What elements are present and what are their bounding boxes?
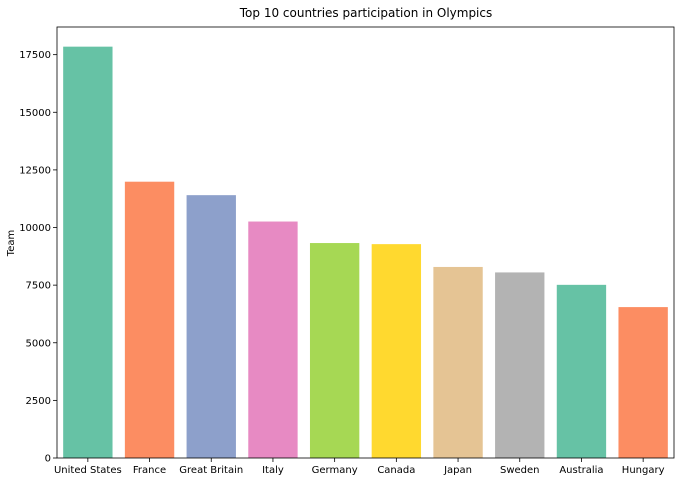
bar <box>371 244 422 458</box>
bar <box>248 221 298 458</box>
y-tick-label: 10000 <box>19 223 51 234</box>
bar <box>495 272 545 458</box>
y-tick-label: 12500 <box>19 165 51 176</box>
bar <box>186 195 236 458</box>
x-tick-label: Hungary <box>622 465 665 476</box>
x-tick-label: Great Britain <box>179 465 243 476</box>
bar <box>63 46 113 458</box>
y-tick-label: 2500 <box>26 396 51 407</box>
bar <box>309 243 360 458</box>
plot-frame <box>56 26 675 459</box>
x-tick-label: Japan <box>443 465 472 476</box>
x-tick-label: France <box>133 465 166 476</box>
y-tick-label: 0 <box>45 454 51 465</box>
x-tick-label: United States <box>54 465 122 476</box>
plot-area: 0 2500 5000 7500 10000 12500 15000 17500 United … <box>19 26 675 476</box>
y-tick-label: 15000 <box>19 108 51 119</box>
chart-title: Top 10 countries participation in Olympi… <box>239 6 493 20</box>
bar <box>124 181 175 458</box>
x-tick-label: Germany <box>312 465 358 476</box>
x-tick-label: Australia <box>559 465 603 476</box>
x-tick-label: Sweden <box>500 465 540 476</box>
y-tick-label: 5000 <box>26 338 51 349</box>
x-tick-label: Italy <box>262 465 284 476</box>
x-tick-label: Canada <box>377 465 415 476</box>
y-axis-label: Team <box>6 230 17 257</box>
bar <box>618 307 668 458</box>
y-tick-label: 17500 <box>19 50 51 61</box>
y-tick-label: 7500 <box>26 281 51 292</box>
bar <box>433 266 483 458</box>
bar <box>556 284 607 458</box>
